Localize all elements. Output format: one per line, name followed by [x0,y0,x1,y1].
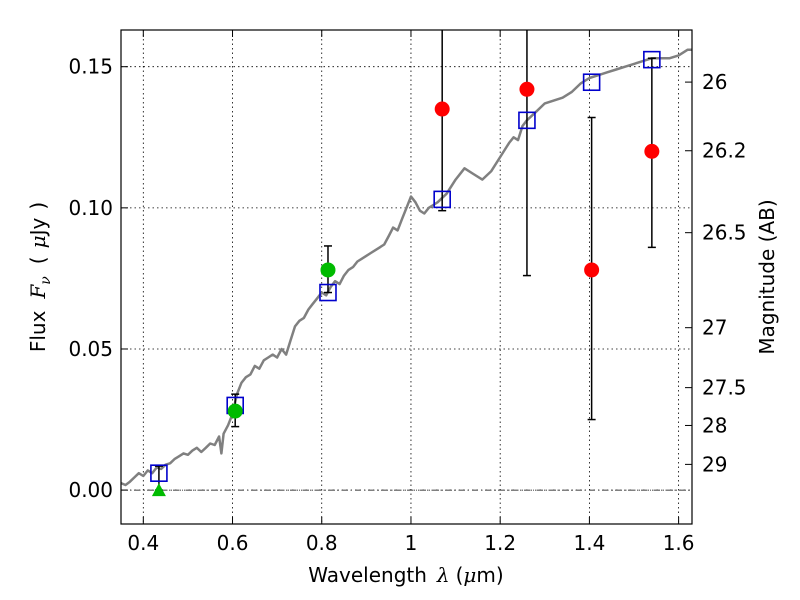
x-axis-title: Wavelength λ (μm) [308,563,503,587]
model-flux-square [582,73,601,92]
y-tick-label: 0.15 [68,55,113,79]
x-tick-label: 0.6 [217,531,249,555]
axis-ticks [121,30,692,524]
red-data-point [584,262,600,278]
y-tick-label: 0.10 [68,196,113,220]
upper-limit-triangle [151,483,166,497]
grid-lines [121,30,692,524]
y2-axis-title: Magnitude (AB) [755,199,779,354]
magnitude-tick-label: 26.5 [702,221,747,245]
magnitude-tick-label: 27 [702,316,727,340]
green-data-point [227,403,243,419]
x-tick-label: 1.4 [573,531,605,555]
model-flux-square [433,190,451,209]
model-spectrum [120,48,692,487]
plot-frame [120,29,693,525]
x-tick-label: 0.4 [127,531,159,555]
model-flux-square [643,50,661,69]
magnitude-tick-label: 29 [702,452,727,476]
y-axis-title: FluxFν(μJy) [26,202,54,352]
x-tick-labels: 0.4 0.6 0.8 1 1.2 1.4 1.6 [127,531,694,555]
model-flux-square [518,111,536,130]
data-markers [150,50,661,497]
magnitude-tick-label: 26.2 [702,139,747,163]
model-flux-square [150,464,168,482]
model-spectrum-line [120,48,692,487]
magnitude-tick-label: 28 [702,413,727,437]
model-flux-square [319,283,337,302]
red-data-point [434,101,450,117]
y-tick-label: 0.00 [68,478,113,502]
x-tick-label: 1 [405,531,418,555]
y-tick-labels: 0.00 0.05 0.10 0.15 [68,55,113,502]
red-data-point [644,143,660,159]
x-tick-label: 1.2 [484,531,516,555]
magnitude-tick-label: 27.5 [702,376,747,400]
y-tick-label: 0.05 [68,337,113,361]
magnitude-tick-label: 26 [702,70,727,94]
red-data-point [519,81,535,97]
green-data-point [320,262,336,278]
x-tick-label: 1.6 [663,531,695,555]
x-tick-label: 0.8 [306,531,338,555]
magnitude-tick-labels: 26 26.2 26.5 27 27.5 28 29 [702,70,747,476]
